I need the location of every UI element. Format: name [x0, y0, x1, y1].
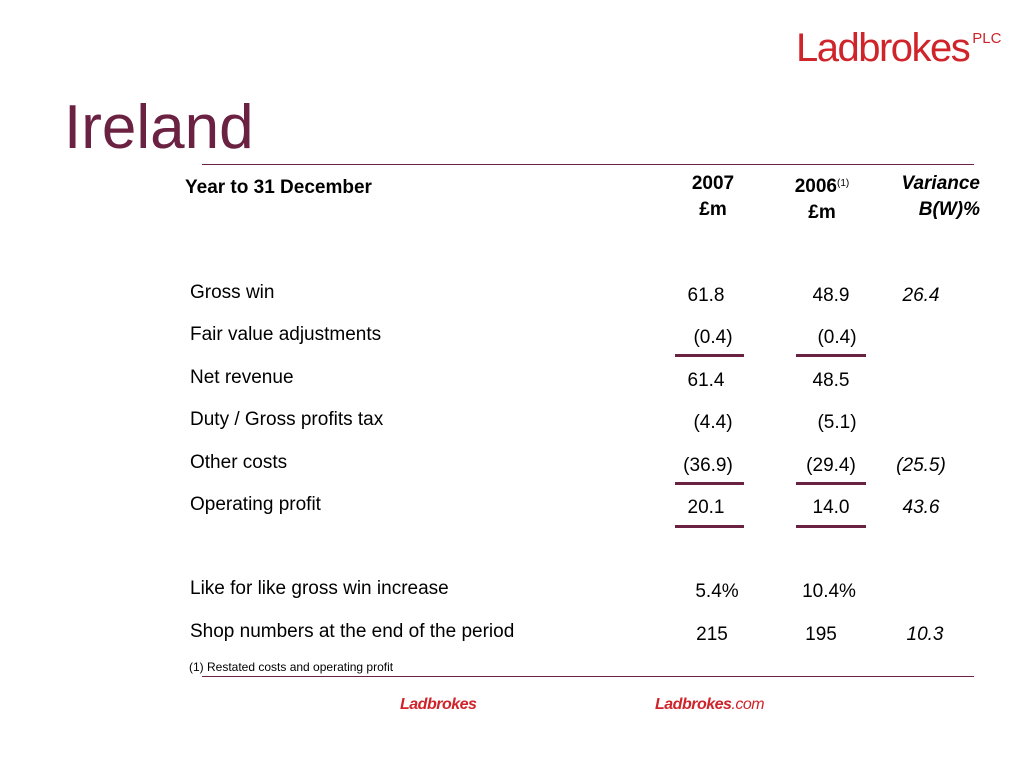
- row-label-shop-numbers: Shop numbers at the end of the period: [190, 621, 515, 642]
- cell-fair-value-2006: (0.4): [817, 327, 857, 348]
- logo-suffix: PLC: [972, 30, 1002, 47]
- row-label-like-for-like: Like for like gross win increase: [190, 578, 449, 599]
- cell-shop-numbers-2006: 195: [805, 624, 837, 645]
- cell-operating-profit-variance: 43.6: [902, 497, 940, 518]
- column-header-2006-unit: £m: [808, 202, 836, 223]
- cell-other-costs-2007: (36.9): [683, 455, 733, 476]
- column-header-2007: 2007 £m: [682, 171, 744, 223]
- column-header-2006-year: 2006: [794, 176, 838, 197]
- bottom-divider: [202, 676, 974, 677]
- total-underline-2007: [675, 525, 744, 528]
- cell-gross-win-2006: 48.9: [812, 285, 850, 306]
- row-label-operating-profit: Operating profit: [190, 494, 321, 515]
- row-header: Year to 31 December: [185, 177, 372, 198]
- ladbrokes-footer-logo: Ladbrokes: [400, 696, 477, 713]
- row-label-net-revenue: Net revenue: [190, 367, 294, 388]
- footnote: (1) Restated costs and operating profit: [189, 660, 394, 674]
- ladbrokes-com-main: Ladbrokes: [655, 696, 732, 713]
- column-header-2007-unit: £m: [699, 199, 727, 220]
- ladbrokes-com-footer-logo: Ladbrokes.com: [655, 696, 765, 714]
- cell-shop-numbers-2007: 215: [696, 624, 728, 645]
- total-underline-2006: [796, 525, 866, 528]
- cell-fair-value-2007: (0.4): [693, 327, 733, 348]
- cell-duty-tax-2006: (5.1): [817, 412, 857, 433]
- column-header-2007-year: 2007: [691, 173, 735, 194]
- cell-shop-numbers-variance: 10.3: [906, 624, 944, 645]
- column-header-2006-note: (1): [837, 178, 850, 189]
- row-label-other-costs: Other costs: [190, 452, 288, 473]
- subtotal-underline-2006: [796, 354, 866, 357]
- cell-like-for-like-2007: 5.4%: [695, 581, 739, 602]
- cell-other-costs-variance: (25.5): [896, 455, 946, 476]
- cell-gross-win-2007: 61.8: [687, 285, 725, 306]
- logo-text: Ladbrokes: [796, 26, 971, 70]
- subtotal-underline-2007: [675, 354, 744, 357]
- column-header-variance-unit: B(W)%: [918, 199, 980, 220]
- top-divider: [202, 164, 974, 165]
- ladbrokes-plc-logo: Ladbrokes PLC: [796, 26, 1001, 71]
- cell-gross-win-variance: 26.4: [902, 285, 940, 306]
- cell-other-costs-2006: (29.4): [806, 455, 856, 476]
- column-header-variance: Variance B(W)%: [870, 171, 980, 223]
- column-header-variance-title: Variance: [901, 173, 980, 194]
- cell-net-revenue-2006: 48.5: [812, 370, 850, 391]
- total-topline-2007: [675, 482, 744, 485]
- column-header-2006: 2006(1) £m: [784, 171, 860, 226]
- cell-operating-profit-2007: 20.1: [687, 497, 725, 518]
- cell-like-for-like-2006: 10.4%: [802, 581, 856, 602]
- row-label-duty-tax: Duty / Gross profits tax: [190, 409, 384, 430]
- cell-net-revenue-2007: 61.4: [687, 370, 725, 391]
- cell-operating-profit-2006: 14.0: [812, 497, 850, 518]
- slide-title: Ireland: [64, 93, 254, 162]
- row-label-fair-value-adjustments: Fair value adjustments: [190, 324, 382, 345]
- row-label-gross-win: Gross win: [190, 282, 275, 303]
- total-topline-2006: [796, 482, 866, 485]
- cell-duty-tax-2007: (4.4): [693, 412, 733, 433]
- ladbrokes-com-suffix: .com: [731, 696, 765, 713]
